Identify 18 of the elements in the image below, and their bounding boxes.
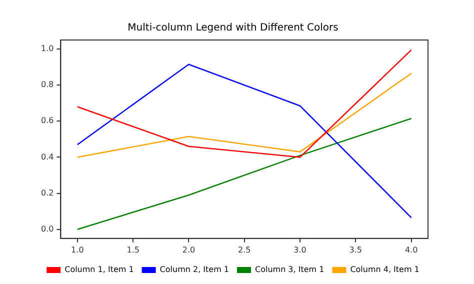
y-tick-label: 0.4	[40, 152, 54, 162]
x-tick-label: 2.0	[182, 245, 196, 254]
y-tick-label: 0.2	[40, 188, 54, 198]
y-tick-label: 0.8	[40, 80, 54, 90]
legend-label: Column 4, Item 1	[350, 265, 420, 274]
x-tick-label: 4.0	[404, 245, 418, 254]
x-tick-label: 3.0	[294, 245, 306, 254]
legend-label: Column 1, Item 1	[64, 265, 134, 274]
y-tick-label: 0.6	[40, 116, 54, 126]
chart-title: Multi-column Legend with Different Colors	[128, 22, 338, 34]
x-tick-label: 3.5	[349, 245, 362, 254]
x-tick-label: 1.5	[126, 245, 140, 254]
y-tick-label: 0.0	[40, 224, 54, 234]
legend-label: Column 2, Item 1	[160, 265, 230, 274]
y-tick-label: 1.0	[40, 44, 54, 54]
x-tick-label: 2.5	[238, 245, 251, 254]
x-tick-label: 1.0	[71, 245, 84, 254]
legend-label: Column 3, Item 1	[255, 265, 324, 274]
